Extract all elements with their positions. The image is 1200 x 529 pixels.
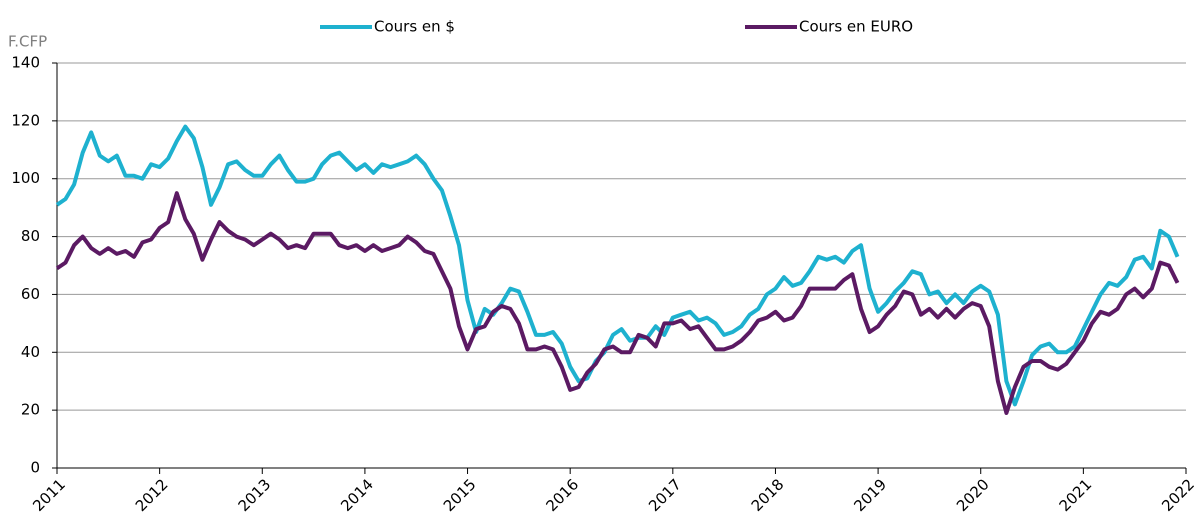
x-tick-label: 2019	[850, 475, 890, 515]
legend-label: Cours en $	[374, 18, 455, 36]
y-tick-label: 140	[11, 54, 40, 72]
x-tick-label: 2013	[235, 475, 275, 515]
series-line	[55, 191, 1180, 415]
x-tick-label: 2021	[1056, 475, 1096, 515]
series-line	[55, 124, 1180, 407]
y-tick-label: 100	[11, 169, 40, 187]
x-tick-label: 2018	[748, 475, 788, 515]
y-tick-label: 0	[30, 459, 40, 477]
x-tick-label: 2016	[542, 475, 582, 515]
y-tick-label: 80	[21, 227, 40, 245]
y-tick-label: 40	[21, 343, 40, 361]
y-tick-label: 120	[11, 111, 40, 129]
x-tick-label: 2020	[953, 475, 993, 515]
x-tick-label: 2015	[440, 475, 480, 515]
x-tick-label: 2011	[29, 475, 69, 515]
y-axis-label: F.CFP	[8, 33, 47, 51]
x-tick-label: 2022	[1158, 475, 1198, 515]
x-tick-label: 2012	[132, 475, 172, 515]
y-tick-label: 60	[21, 285, 40, 303]
x-tick-label: 2017	[645, 475, 685, 515]
x-tick-label: 2014	[337, 475, 377, 515]
legend-label: Cours en EURO	[799, 18, 913, 36]
y-tick-label: 20	[21, 401, 40, 419]
